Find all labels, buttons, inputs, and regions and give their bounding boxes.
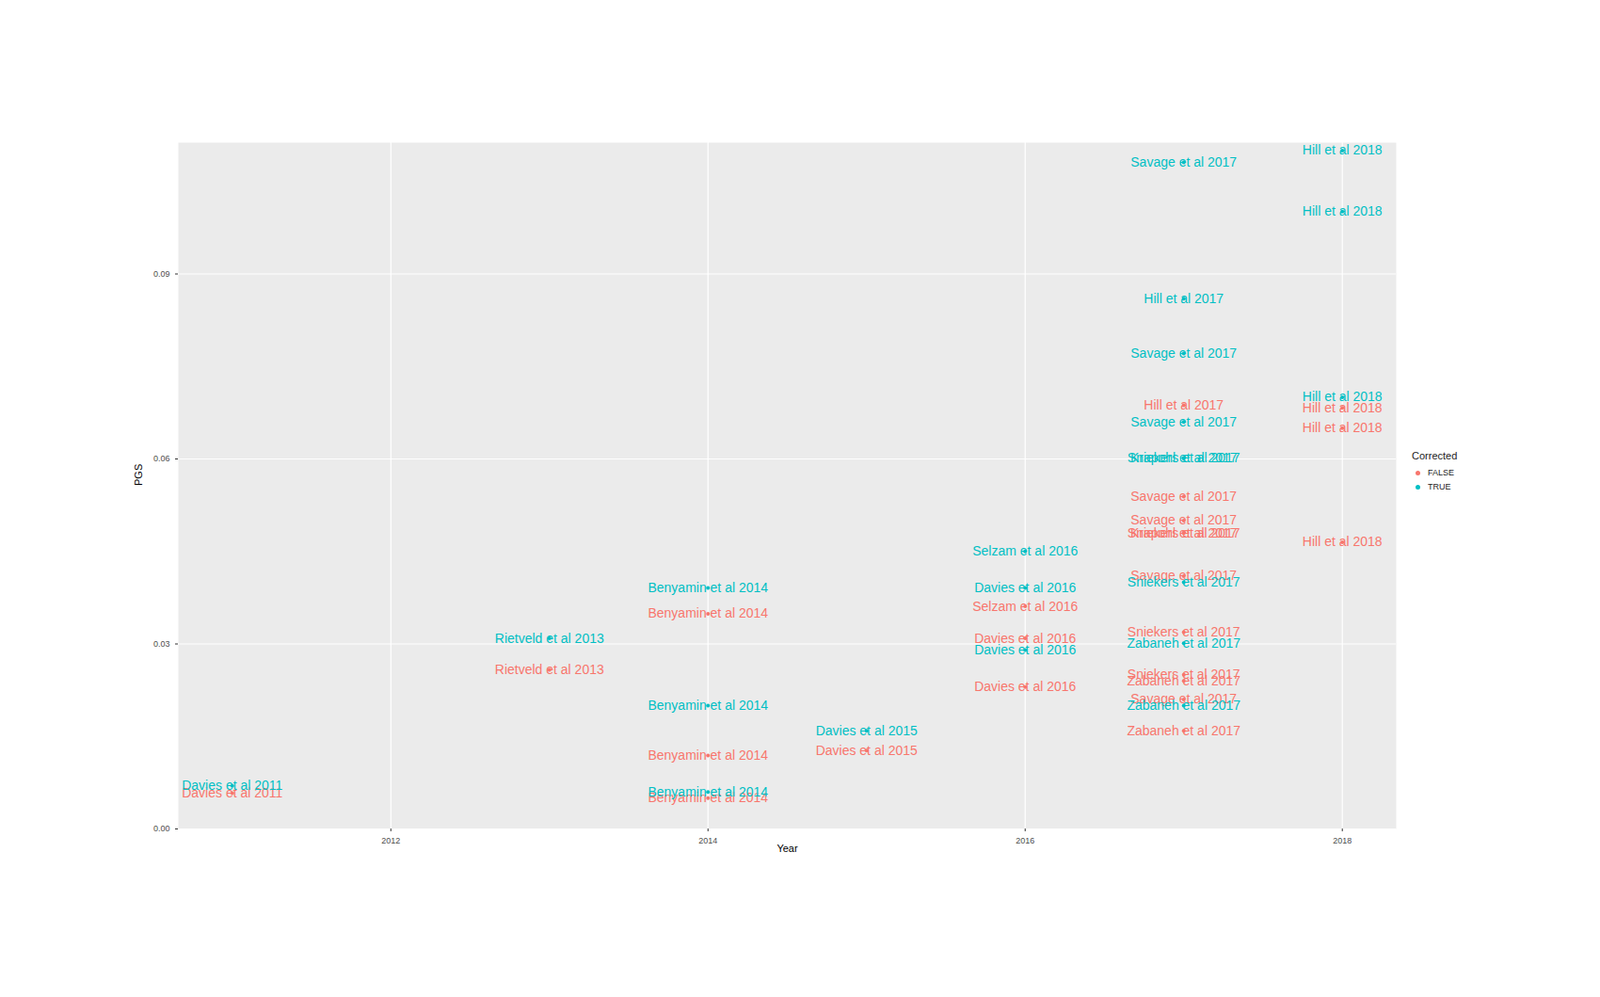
html-text:Corrected: Corrected <box>1411 449 1458 462</box>
svg-text:Davies et al 2016: Davies et al 2016 <box>974 579 1076 595</box>
svg-text:Savage et al 2017: Savage et al 2017 <box>1130 414 1237 430</box>
svg-text:Davies et al 2016: Davies et al 2016 <box>974 641 1076 657</box>
svg-text:Davies et al 2016: Davies et al 2016 <box>974 678 1076 694</box>
svg-text:Benyamin et al 2014: Benyamin et al 2014 <box>647 784 768 800</box>
svg-text:Davies et al 2015: Davies et al 2015 <box>816 722 918 738</box>
svg-text:Selzam et al 2016: Selzam et al 2016 <box>972 543 1078 559</box>
svg-text:Zabaneh et al 2017: Zabaneh et al 2017 <box>1126 635 1241 651</box>
svg-text:2014: 2014 <box>698 835 718 846</box>
svg-text:Savage et al 2017: Savage et al 2017 <box>1130 512 1237 528</box>
svg-text:Hill et al 2018: Hill et al 2018 <box>1302 203 1383 219</box>
svg-text:Benyamin et al 2014: Benyamin et al 2014 <box>647 697 768 713</box>
html-text:TRUE: TRUE <box>1427 481 1451 492</box>
svg-text:Benyamin et al 2014: Benyamin et al 2014 <box>647 605 768 621</box>
svg-text:Hill et al 2018: Hill et al 2018 <box>1302 419 1383 435</box>
svg-text:0.00: 0.00 <box>153 823 171 833</box>
svg-text:2016: 2016 <box>1015 835 1035 846</box>
svg-text:0.03: 0.03 <box>153 639 171 649</box>
svg-text:2012: 2012 <box>381 835 400 846</box>
svg-text:Selzam et al 2016: Selzam et al 2016 <box>972 598 1078 614</box>
svg-text:Sniekers et al 2017: Sniekers et al 2017 <box>1127 525 1241 541</box>
svg-text:Krapohl et al 2017: Krapohl et al 2017 <box>1130 525 1238 541</box>
svg-text:Rietveld et al 2013: Rietveld et al 2013 <box>495 661 605 677</box>
svg-text:Savage et al 2017: Savage et al 2017 <box>1130 154 1237 170</box>
svg-text:Hill et al 2018: Hill et al 2018 <box>1302 142 1383 158</box>
svg-text:Davies et al 2011: Davies et al 2011 <box>181 777 283 793</box>
svg-text:2018: 2018 <box>1332 835 1352 846</box>
svg-text:Sniekers et al 2017: Sniekers et al 2017 <box>1127 624 1241 640</box>
svg-text:Krapohl et al 2017: Krapohl et al 2017 <box>1130 449 1238 465</box>
svg-text:Sniekers et al 2017: Sniekers et al 2017 <box>1127 449 1241 465</box>
svg-text:Savage et al 2017: Savage et al 2017 <box>1130 488 1237 504</box>
svg-text:Hill et al 2018: Hill et al 2018 <box>1302 399 1383 415</box>
svg-text:Year: Year <box>776 842 799 854</box>
svg-text:Zabaneh et al 2017: Zabaneh et al 2017 <box>1126 672 1241 688</box>
html-text:FALSE: FALSE <box>1427 467 1455 478</box>
svg-text:Davies et al 2016: Davies et al 2016 <box>974 630 1077 646</box>
svg-text:PGS: PGS <box>132 464 144 486</box>
svg-text:Sniekers et al 2017: Sniekers et al 2017 <box>1127 574 1241 590</box>
svg-text:Hill et al 2018: Hill et al 2018 <box>1302 533 1383 549</box>
svg-text:Rietveld et al 2013: Rietveld et al 2013 <box>495 630 605 646</box>
svg-text:0.09: 0.09 <box>153 269 171 279</box>
svg-text:Hill et al 2017: Hill et al 2017 <box>1143 290 1224 306</box>
svg-text:0.06: 0.06 <box>153 453 171 464</box>
svg-text:Zabaneh et al 2017: Zabaneh et al 2017 <box>1126 697 1241 713</box>
svg-text:Savage et al 2017: Savage et al 2017 <box>1130 345 1237 361</box>
svg-text:Benyamin et al 2014: Benyamin et al 2014 <box>647 579 768 595</box>
svg-text:Davies et al 2015: Davies et al 2015 <box>816 742 918 758</box>
svg-text:Benyamin et al 2014: Benyamin et al 2014 <box>647 747 768 763</box>
svg-text:Zabaneh et al 2017: Zabaneh et al 2017 <box>1126 722 1241 738</box>
svg-text:Hill et al 2017: Hill et al 2017 <box>1143 397 1224 413</box>
svg-text:Hill et al 2018: Hill et al 2018 <box>1302 388 1383 404</box>
